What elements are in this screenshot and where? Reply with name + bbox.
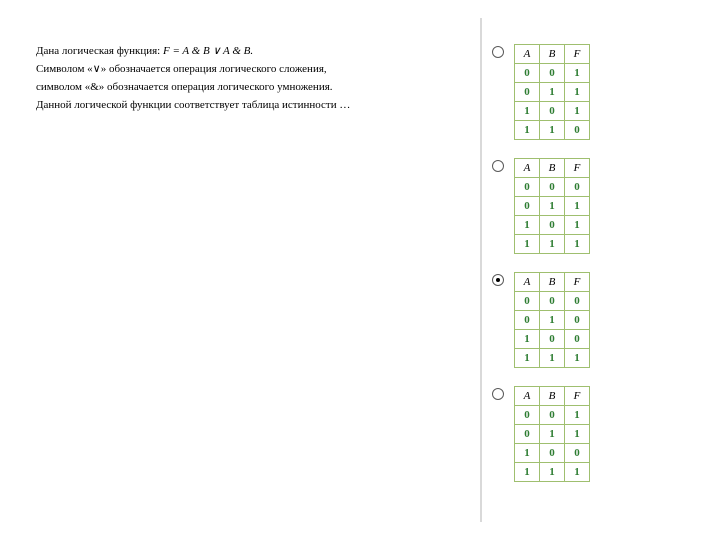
- table-cell: 0: [515, 83, 540, 102]
- table-cell: 1: [565, 349, 590, 368]
- table-cell: 1: [515, 444, 540, 463]
- table-cell: 0: [565, 330, 590, 349]
- table-cell: 1: [540, 83, 565, 102]
- table-cell: 1: [565, 406, 590, 425]
- table-header-cell: A: [515, 387, 540, 406]
- table-cell: 0: [515, 406, 540, 425]
- radio-button[interactable]: [492, 274, 504, 286]
- table-cell: 1: [540, 463, 565, 482]
- table-cell: 0: [565, 292, 590, 311]
- table-cell: 1: [515, 330, 540, 349]
- table-cell: 0: [540, 216, 565, 235]
- table-cell: 0: [515, 311, 540, 330]
- table-header-cell: F: [565, 159, 590, 178]
- table-cell: 1: [515, 235, 540, 254]
- table-cell: 1: [540, 311, 565, 330]
- table-cell: 1: [515, 349, 540, 368]
- table-cell: 1: [565, 425, 590, 444]
- table-header-cell: B: [540, 387, 565, 406]
- question-prefix: Дана логическая функция:: [36, 45, 163, 57]
- radio-button[interactable]: [492, 388, 504, 400]
- table-cell: 1: [565, 102, 590, 121]
- table-cell: 1: [515, 102, 540, 121]
- radio-dot: [496, 278, 500, 282]
- table-cell: 1: [540, 349, 565, 368]
- page: { "layout": { "vline_left": 480 }, "ques…: [0, 0, 720, 540]
- answer-option: ABF001011101110: [492, 44, 702, 140]
- table-header-cell: F: [565, 273, 590, 292]
- table-cell: 0: [565, 311, 590, 330]
- table-cell: 1: [565, 83, 590, 102]
- answer-option: ABF001011100111: [492, 386, 702, 482]
- table-cell: 0: [515, 197, 540, 216]
- table-cell: 0: [515, 64, 540, 83]
- table-header-cell: F: [565, 45, 590, 64]
- table-cell: 0: [540, 102, 565, 121]
- table-cell: 1: [540, 235, 565, 254]
- question-line-3: символом «&» обозначается операция логич…: [36, 80, 456, 96]
- table-header-cell: B: [540, 45, 565, 64]
- table-cell: 0: [515, 425, 540, 444]
- table-cell: 1: [515, 216, 540, 235]
- answers-block: ABF001011101110ABF000011101111ABF0000101…: [492, 44, 702, 500]
- table-header-cell: F: [565, 387, 590, 406]
- table-cell: 1: [540, 121, 565, 140]
- answer-option: ABF000010100111: [492, 272, 702, 368]
- table-cell: 0: [565, 121, 590, 140]
- table-cell: 0: [540, 292, 565, 311]
- table-cell: 1: [515, 121, 540, 140]
- table-cell: 0: [565, 444, 590, 463]
- table-cell: 0: [540, 330, 565, 349]
- question-line-4: Данной логической функции соответствует …: [36, 98, 456, 114]
- table-cell: 0: [515, 292, 540, 311]
- table-header-cell: A: [515, 273, 540, 292]
- table-header-cell: A: [515, 159, 540, 178]
- table-cell: 0: [540, 406, 565, 425]
- truth-table: ABF001011100111: [514, 386, 590, 482]
- question-line-1: Дана логическая функция: F = A & B ∨ A &…: [36, 44, 456, 60]
- table-cell: 1: [515, 463, 540, 482]
- table-header-cell: B: [540, 273, 565, 292]
- truth-table: ABF000011101111: [514, 158, 590, 254]
- question-line-2: Символом «∨» обозначается операция логич…: [36, 62, 456, 78]
- table-cell: 1: [565, 64, 590, 83]
- table-cell: 0: [540, 444, 565, 463]
- table-cell: 1: [565, 197, 590, 216]
- table-cell: 0: [540, 64, 565, 83]
- truth-table: ABF001011101110: [514, 44, 590, 140]
- radio-button[interactable]: [492, 46, 504, 58]
- table-cell: 1: [540, 425, 565, 444]
- table-cell: 0: [565, 178, 590, 197]
- question-block: Дана логическая функция: F = A & B ∨ A &…: [36, 44, 456, 116]
- answer-option: ABF000011101111: [492, 158, 702, 254]
- radio-button[interactable]: [492, 160, 504, 172]
- table-cell: 0: [540, 178, 565, 197]
- divider-vertical: [480, 18, 482, 522]
- table-cell: 1: [540, 197, 565, 216]
- table-header-cell: A: [515, 45, 540, 64]
- table-header-cell: B: [540, 159, 565, 178]
- truth-table: ABF000010100111: [514, 272, 590, 368]
- table-cell: 1: [565, 235, 590, 254]
- table-cell: 0: [515, 178, 540, 197]
- table-cell: 1: [565, 463, 590, 482]
- question-formula: F = A & B ∨ A & B.: [163, 45, 253, 57]
- table-cell: 1: [565, 216, 590, 235]
